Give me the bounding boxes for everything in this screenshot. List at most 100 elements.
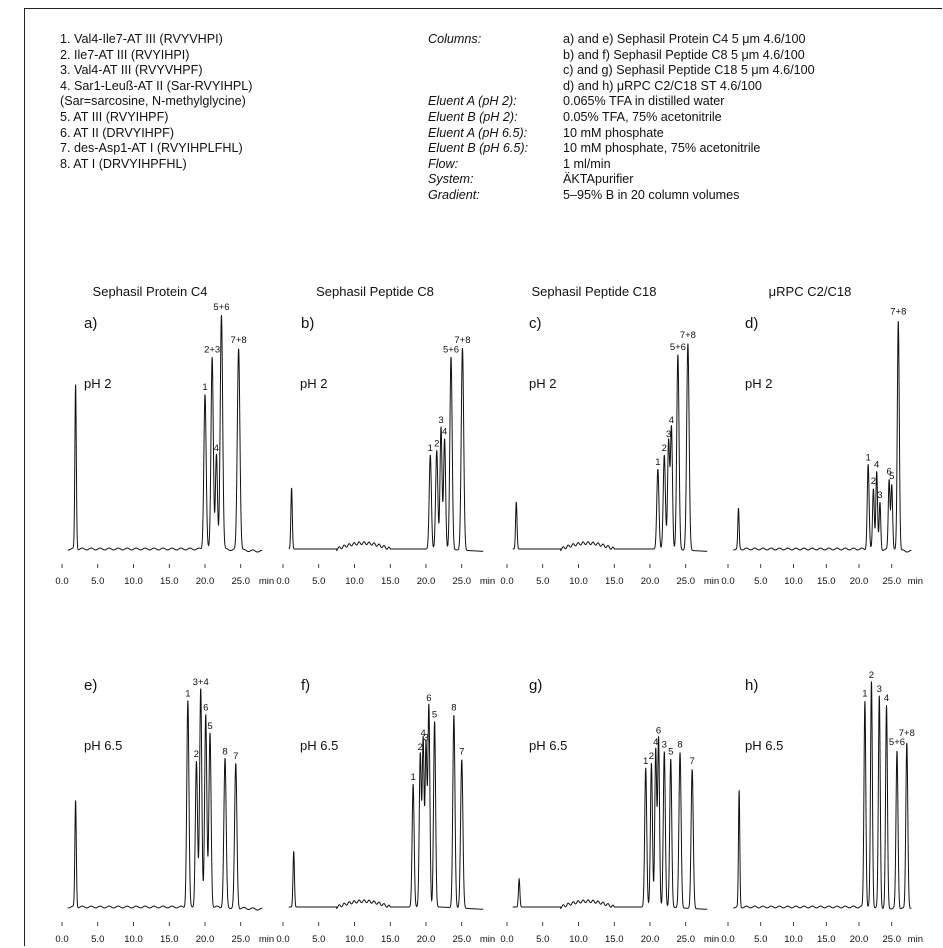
x-tick-label: 25.0 xyxy=(677,576,696,587)
x-tick-label: 0.0 xyxy=(500,934,513,945)
x-axis-unit: min xyxy=(480,934,495,945)
peak-label: 2 xyxy=(434,438,439,449)
analyte-legend: 1. Val4-Ile7-AT III (RVYVHPI) 2. Ile7-AT… xyxy=(60,32,252,172)
panel-letter: g) xyxy=(529,677,542,694)
peak-label: 2 xyxy=(869,670,874,681)
peak-label: 4 xyxy=(669,415,674,426)
condition-value: d) and h) μRPC C2/C18 ST 4.6/100 xyxy=(563,78,762,93)
panel-letter: b) xyxy=(301,315,314,332)
x-tick-label: 20.0 xyxy=(641,934,660,945)
x-tick-label: 20.0 xyxy=(641,576,660,587)
conditions-keys: Columns: Eluent A (pH 2): Eluent B (pH 2… xyxy=(428,32,528,204)
condition-key: System: xyxy=(428,172,474,187)
peak-label: 5 xyxy=(207,721,212,732)
x-axis-unit: min xyxy=(908,934,923,945)
peak-label: 4 xyxy=(874,459,879,470)
panel-title: Sephasil Protein C4 xyxy=(93,284,208,299)
panel-condition: pH 6.5 xyxy=(529,738,567,753)
x-tick-label: 10.0 xyxy=(784,934,803,945)
x-tick-label: 0.0 xyxy=(721,576,734,587)
peak-label: 1 xyxy=(428,443,433,454)
legend-item: 1. Val4-Ile7-AT III (RVYVHPI) xyxy=(60,32,223,46)
x-tick-label: 20.0 xyxy=(196,576,215,587)
x-axis-unit: min xyxy=(259,934,274,945)
x-axis-unit: min xyxy=(908,576,923,587)
condition-key: Eluent B (pH 6.5): xyxy=(428,141,529,156)
condition-key: Eluent A (pH 2): xyxy=(428,94,517,109)
peak-label: 3 xyxy=(877,684,882,695)
peak-label: 7+8 xyxy=(454,335,470,346)
x-tick-label: 15.0 xyxy=(381,934,400,945)
x-tick-label: 15.0 xyxy=(605,934,624,945)
legend-item: 2. Ile7-AT III (RVYIHPI) xyxy=(60,47,190,62)
x-tick-label: 10.0 xyxy=(124,934,143,945)
peak-label: 3 xyxy=(438,415,443,426)
peak-label: 5+6 xyxy=(670,342,686,353)
panel-letter: c) xyxy=(529,315,542,332)
condition-value: 0.065% TFA in distilled water xyxy=(563,94,725,109)
conditions-values: a) and e) Sephasil Protein C4 5 μm 4.6/1… xyxy=(563,32,815,204)
x-axis-unit: min xyxy=(704,576,719,587)
chromatogram-trace xyxy=(512,736,708,910)
peak-label: 8 xyxy=(451,702,456,713)
x-axis-unit: min xyxy=(480,576,495,587)
peak-label: 7+8 xyxy=(890,307,906,318)
peak-label: 8 xyxy=(222,747,227,758)
panel-letter: e) xyxy=(84,677,97,694)
x-tick-label: 15.0 xyxy=(160,934,179,945)
peak-label: 5 xyxy=(432,709,437,720)
x-tick-label: 0.0 xyxy=(55,934,68,945)
panel-condition: pH 6.5 xyxy=(745,738,783,753)
peak-label: 1 xyxy=(202,382,207,393)
x-tick-label: 0.0 xyxy=(500,576,513,587)
peak-label: 1 xyxy=(655,457,660,468)
peak-label: 6 xyxy=(886,467,891,478)
x-tick-label: 20.0 xyxy=(850,934,869,945)
panel-title: μRPC C2/C18 xyxy=(769,284,852,299)
x-tick-label: 15.0 xyxy=(160,576,179,587)
peak-label: 8 xyxy=(677,740,682,751)
peak-label: 4 xyxy=(420,728,425,739)
peak-label: 6 xyxy=(203,702,208,713)
condition-value: 1 ml/min xyxy=(563,156,611,171)
peak-label: 2+3 xyxy=(204,344,220,355)
x-tick-label: 15.0 xyxy=(817,934,836,945)
peak-label: 3 xyxy=(666,429,671,440)
condition-value: ÄKTApurifier xyxy=(563,172,634,187)
legend-item: 4. Sar1-Leuß-AT II (Sar-RVYIHPL) xyxy=(60,78,253,93)
x-tick-label: 25.0 xyxy=(453,934,472,945)
peak-label: 2 xyxy=(662,443,667,454)
legend-item: 6. AT II (DRVYIHPF) xyxy=(60,125,175,140)
peak-label: 7+8 xyxy=(680,330,696,341)
panel-letter: h) xyxy=(745,677,758,694)
x-tick-label: 5.0 xyxy=(754,934,767,945)
x-tick-label: 25.0 xyxy=(232,934,251,945)
legend-item: 3. Val4-AT III (RVYVHPF) xyxy=(60,63,203,78)
legend-item-note: (Sar=sarcosine, N-methylglycine) xyxy=(60,94,246,109)
peak-label: 5+6 xyxy=(889,737,905,748)
condition-key: Gradient: xyxy=(428,187,480,202)
peak-label: 7+8 xyxy=(231,335,247,346)
peak-label: 7+8 xyxy=(899,728,915,739)
panel-condition: pH 2 xyxy=(745,376,772,391)
chromatogram-trace xyxy=(288,703,484,910)
condition-key: Columns: xyxy=(428,32,482,46)
x-tick-label: 25.0 xyxy=(883,934,902,945)
panel-condition: pH 2 xyxy=(84,376,111,391)
x-tick-label: 25.0 xyxy=(232,576,251,587)
peak-label: 4 xyxy=(884,693,889,704)
condition-key: Eluent A (pH 6.5): xyxy=(428,125,528,140)
panel-title: Sephasil Peptide C8 xyxy=(316,284,434,299)
x-tick-label: 10.0 xyxy=(345,576,364,587)
condition-value: 5–95% B in 20 column volumes xyxy=(563,187,740,202)
condition-value: a) and e) Sephasil Protein C4 5 μm 4.6/1… xyxy=(563,32,806,46)
peak-label: 1 xyxy=(862,689,867,700)
peak-label: 5 xyxy=(889,471,894,482)
peak-label: 2 xyxy=(649,751,654,762)
x-tick-label: 15.0 xyxy=(605,576,624,587)
condition-value: 10 mM phosphate, 75% acetonitrile xyxy=(563,141,761,156)
x-tick-label: 5.0 xyxy=(754,576,767,587)
x-tick-label: 5.0 xyxy=(91,934,104,945)
peak-label: 6 xyxy=(426,693,431,704)
panel-letter: d) xyxy=(745,315,758,332)
